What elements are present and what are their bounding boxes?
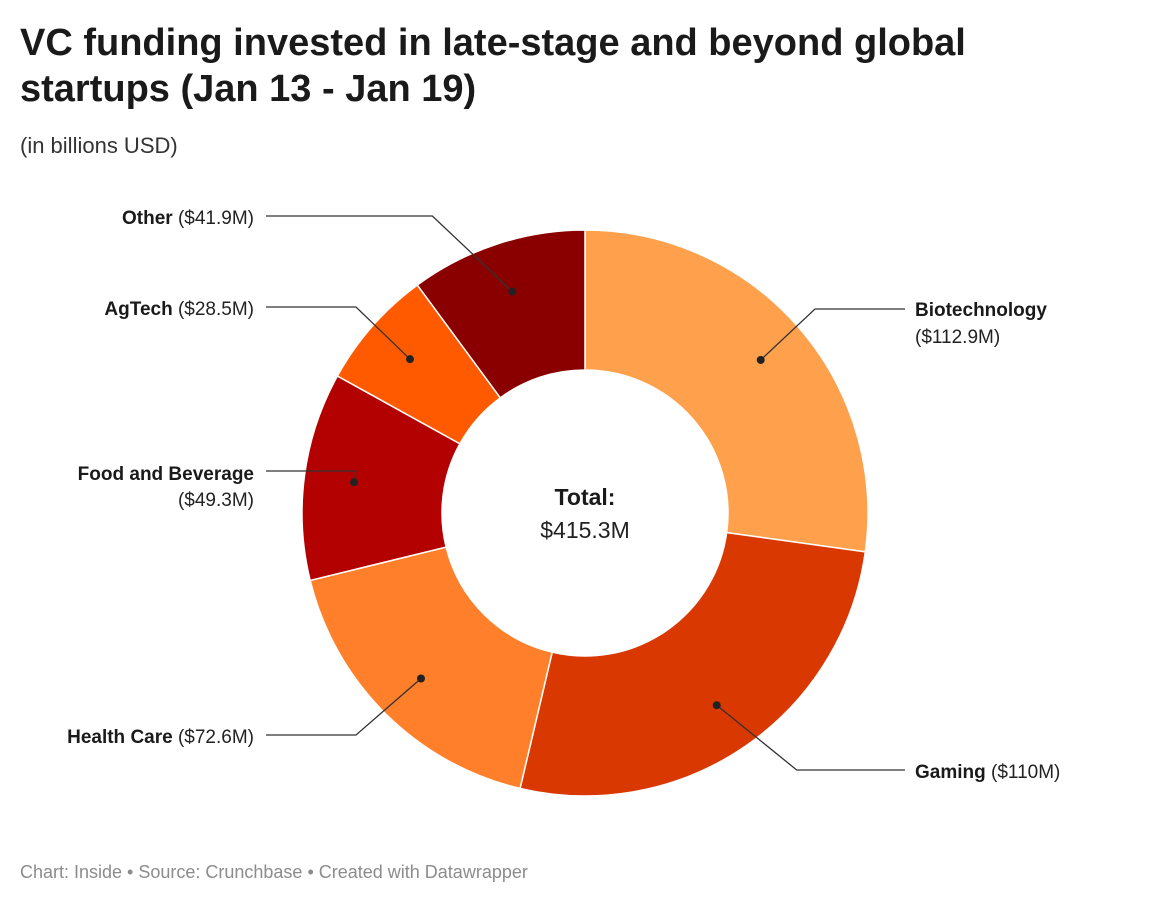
leader-dot-other: [508, 287, 517, 296]
chart-title: VC funding invested in late-stage and be…: [20, 22, 966, 110]
label-value-biotechnology: ($112.9M): [915, 327, 1000, 348]
center-total-title: Total:: [555, 484, 616, 510]
leader-line-other: [266, 215, 513, 293]
label-value-gaming: ($110M): [991, 762, 1060, 783]
leader-line-agtech: [266, 306, 411, 360]
chart-subtitle: (in billions USD): [20, 133, 178, 158]
label-value-health-care: ($72.6M): [178, 727, 254, 748]
label-name-food-and-beverage: Food and Beverage: [78, 464, 254, 485]
label-name-health-care: Health Care: [67, 727, 178, 748]
leader-dot-biotechnology: [756, 355, 765, 364]
slice-gaming[interactable]: [519, 531, 867, 797]
leader-dot-gaming: [712, 701, 721, 710]
chart-footer: Chart: Inside • Source: Crunchbase • Cre…: [20, 862, 528, 882]
slice-biotechnology[interactable]: [584, 229, 869, 553]
leader-lines: [266, 215, 905, 771]
leader-line-gaming: [716, 704, 905, 771]
label-name-biotechnology: Biotechnology: [915, 300, 1047, 321]
center-total-value: $415.3M: [540, 517, 630, 543]
label-name-agtech: AgTech: [104, 299, 178, 320]
slice-other[interactable]: [416, 229, 586, 399]
donut-slices: [301, 229, 869, 797]
slice-health-care[interactable]: [309, 546, 554, 790]
label-health-care: Health Care ($72.6M): [67, 727, 254, 748]
label-other: Other ($41.9M): [122, 208, 254, 229]
label-value-agtech: ($28.5M): [178, 299, 254, 320]
label-agtech: AgTech ($28.5M): [104, 299, 254, 320]
leader-dot-food-and-beverage: [350, 478, 359, 487]
slice-labels: Biotechnology ($112.9M) Gaming ($110M) Heal…: [67, 208, 1060, 783]
leader-dot-health-care: [416, 674, 425, 683]
label-value-other: ($41.9M): [178, 208, 254, 229]
label-gaming: Gaming ($110M): [915, 762, 1060, 783]
leader-line-health-care: [266, 678, 422, 736]
slice-food-and-beverage[interactable]: [301, 374, 461, 582]
leader-dot-agtech: [405, 355, 414, 364]
label-name-other: Other: [122, 208, 178, 229]
label-name-gaming: Gaming: [915, 762, 991, 783]
leader-line-biotechnology: [760, 308, 905, 361]
label-value-food-and-beverage: ($49.3M): [178, 490, 254, 511]
